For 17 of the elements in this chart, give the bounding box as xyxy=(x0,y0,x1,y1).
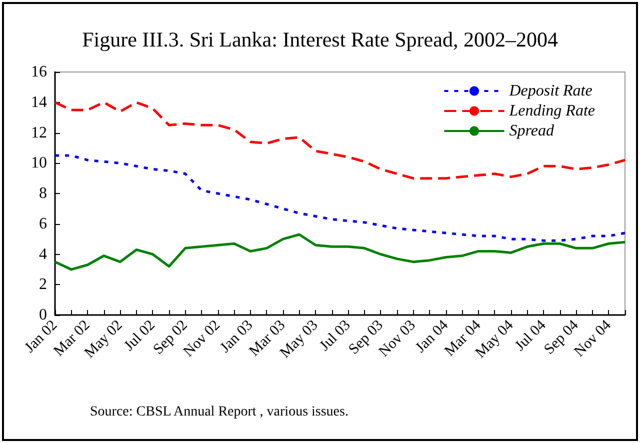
y-tick-label: 4 xyxy=(39,246,47,263)
source-note: Source: CBSL Annual Report , various issues. xyxy=(90,404,348,420)
line-series xyxy=(54,101,626,180)
y-tick-label: 2 xyxy=(39,276,47,294)
y-tick-label: 0 xyxy=(39,306,47,324)
y-tick-label: 8 xyxy=(39,185,47,202)
legend-label: Lending Rate xyxy=(508,102,595,120)
y-tick-label: 6 xyxy=(39,215,47,232)
y-tick-label: 10 xyxy=(31,154,47,172)
y-tick-label: 14 xyxy=(31,94,47,111)
line-series xyxy=(54,154,626,242)
legend-label: Deposit Rate xyxy=(508,82,592,100)
legend-label: Spread xyxy=(509,122,555,140)
chart-title: Figure III.3. Sri Lanka: Interest Rate Spread, 2002–2004 xyxy=(82,28,558,52)
y-tick-label: 12 xyxy=(31,124,47,142)
line-series xyxy=(54,233,626,271)
y-tick-label: 16 xyxy=(31,64,47,80)
